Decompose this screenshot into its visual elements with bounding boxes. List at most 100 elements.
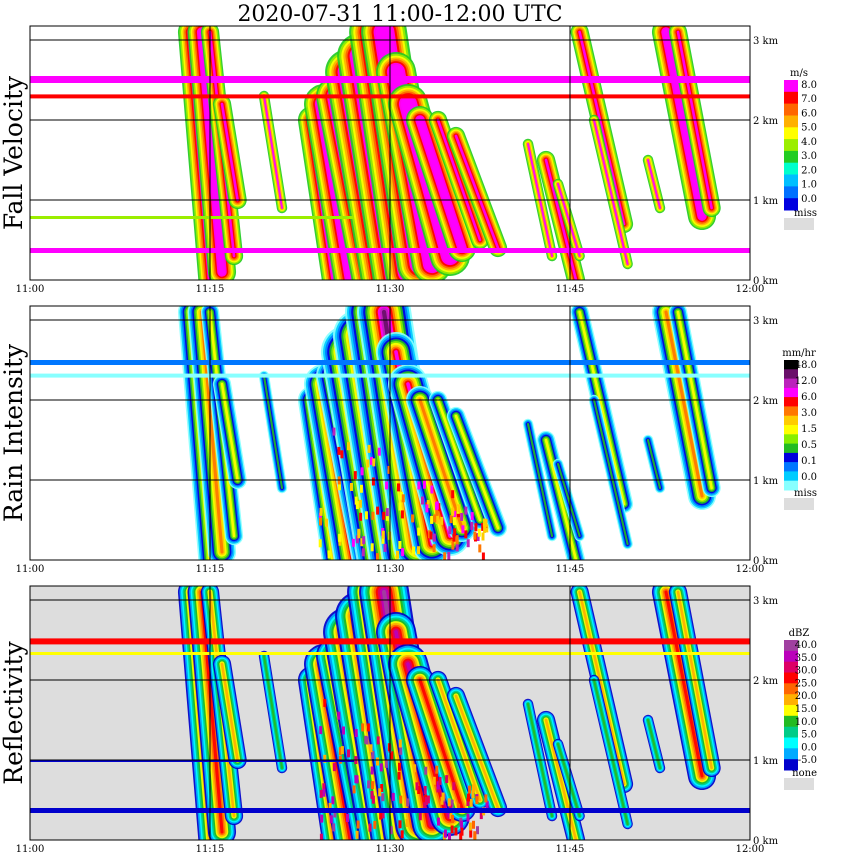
core-cell [389,826,393,835]
core-cell [347,749,350,758]
streak-cell [544,158,578,280]
streak-cell [454,134,500,250]
core-cell [417,786,421,794]
core-cell [354,729,358,737]
streak-cell [578,30,626,226]
core-cell [387,743,391,752]
core-cell [424,766,428,775]
core-cell [400,510,404,519]
core-cell [457,803,461,812]
core-cell [443,829,447,838]
core-cell [382,511,386,520]
streak-cell [556,462,581,538]
streak-cell [578,310,626,506]
core-cell [377,447,381,456]
colorbar-label: 5.0 [801,730,817,741]
y-tick-label: 2 km [753,396,779,407]
streak-cell [578,590,626,786]
core-cell [390,751,394,760]
core-cell [400,491,403,500]
colorbar-swatch [784,425,798,435]
core-cell [337,711,341,720]
colorbar-miss-swatch [784,498,814,510]
colorbar-label: 10.0 [795,717,817,728]
x-tick-label: 11:30 [376,844,405,855]
core-cell [433,514,437,523]
core-cell [445,775,449,784]
core-cell [483,524,487,533]
x-tick-label: 11:00 [16,284,45,295]
core-cell [460,827,464,836]
band-cell [30,760,354,762]
core-cell [413,764,417,773]
core-cell [350,483,353,491]
core-cell [338,747,342,756]
core-cell [435,516,439,524]
core-cell [440,516,444,525]
core-cell [376,506,380,515]
y-tick-label: 1 km [753,196,779,207]
colorbar-label: 3.0 [801,408,817,419]
core-cell [423,802,427,811]
colorbar-unit: dBZ [789,628,810,639]
colorbar-swatch [784,115,798,128]
colorbar-swatch [784,672,798,684]
colorbar-swatch [784,661,798,673]
colorbar-label: 4.0 [801,137,817,148]
core-cell [451,541,455,550]
x-tick-label: 11:15 [196,844,225,855]
y-tick-label: 2 km [753,676,779,687]
colorbar-swatch [784,737,798,749]
core-cell [355,775,359,784]
core-cell [364,511,368,520]
core-cell [371,477,375,486]
core-cell [440,796,444,805]
colorbar-swatch [784,715,798,728]
colorbar-label: 8.0 [801,80,817,91]
core-cell [418,812,422,821]
core-cell [399,746,403,755]
core-cell [466,813,470,822]
colorbar-label: 35.0 [795,653,817,664]
y-tick-label: 0 km [753,556,779,567]
core-cell [423,786,427,794]
colorbar-swatch [784,174,798,187]
core-cell [371,511,375,520]
colorbar-swatch [784,705,798,717]
panel-reflectivity: 11:00 11:15 11:30 11:45 12:000 km 1 km 2 km 3 k… [0,585,817,855]
streak-cell [418,398,464,530]
x-tick-label: 12:00 [736,284,765,295]
y-tick-label: 0 km [753,836,779,847]
core-cell [478,544,482,553]
core-cell [379,811,383,820]
core-cell [328,802,332,811]
colorbar-label: 6.0 [801,392,817,403]
core-cell [453,517,456,526]
core-cell [381,793,385,802]
streak-cell [436,678,482,802]
core-cell [361,548,365,557]
streak-cell [556,182,581,258]
streak-cell [556,742,581,818]
core-cell [469,798,473,807]
core-cell [455,543,459,552]
core-cell [362,536,366,545]
band-cell [30,216,354,219]
core-cell [432,544,436,553]
core-cell [319,833,323,840]
x-tick-label: 11:45 [556,844,585,855]
streak-cell [592,678,629,826]
colorbar-swatch [784,650,798,663]
core-cell [376,757,379,766]
colorbar-label: 12.0 [795,376,817,387]
core-cell [364,735,368,744]
colorbar-label: 0.5 [801,440,817,451]
core-cell [451,815,454,823]
figure-title: 2020-07-31 11:00-12:00 UTC [237,2,562,27]
core-cell [332,763,336,772]
core-cell [322,788,326,797]
colorbar-swatch [784,186,798,199]
core-cell [355,535,359,544]
x-tick-label: 11:45 [556,284,585,295]
core-cell [375,553,379,560]
